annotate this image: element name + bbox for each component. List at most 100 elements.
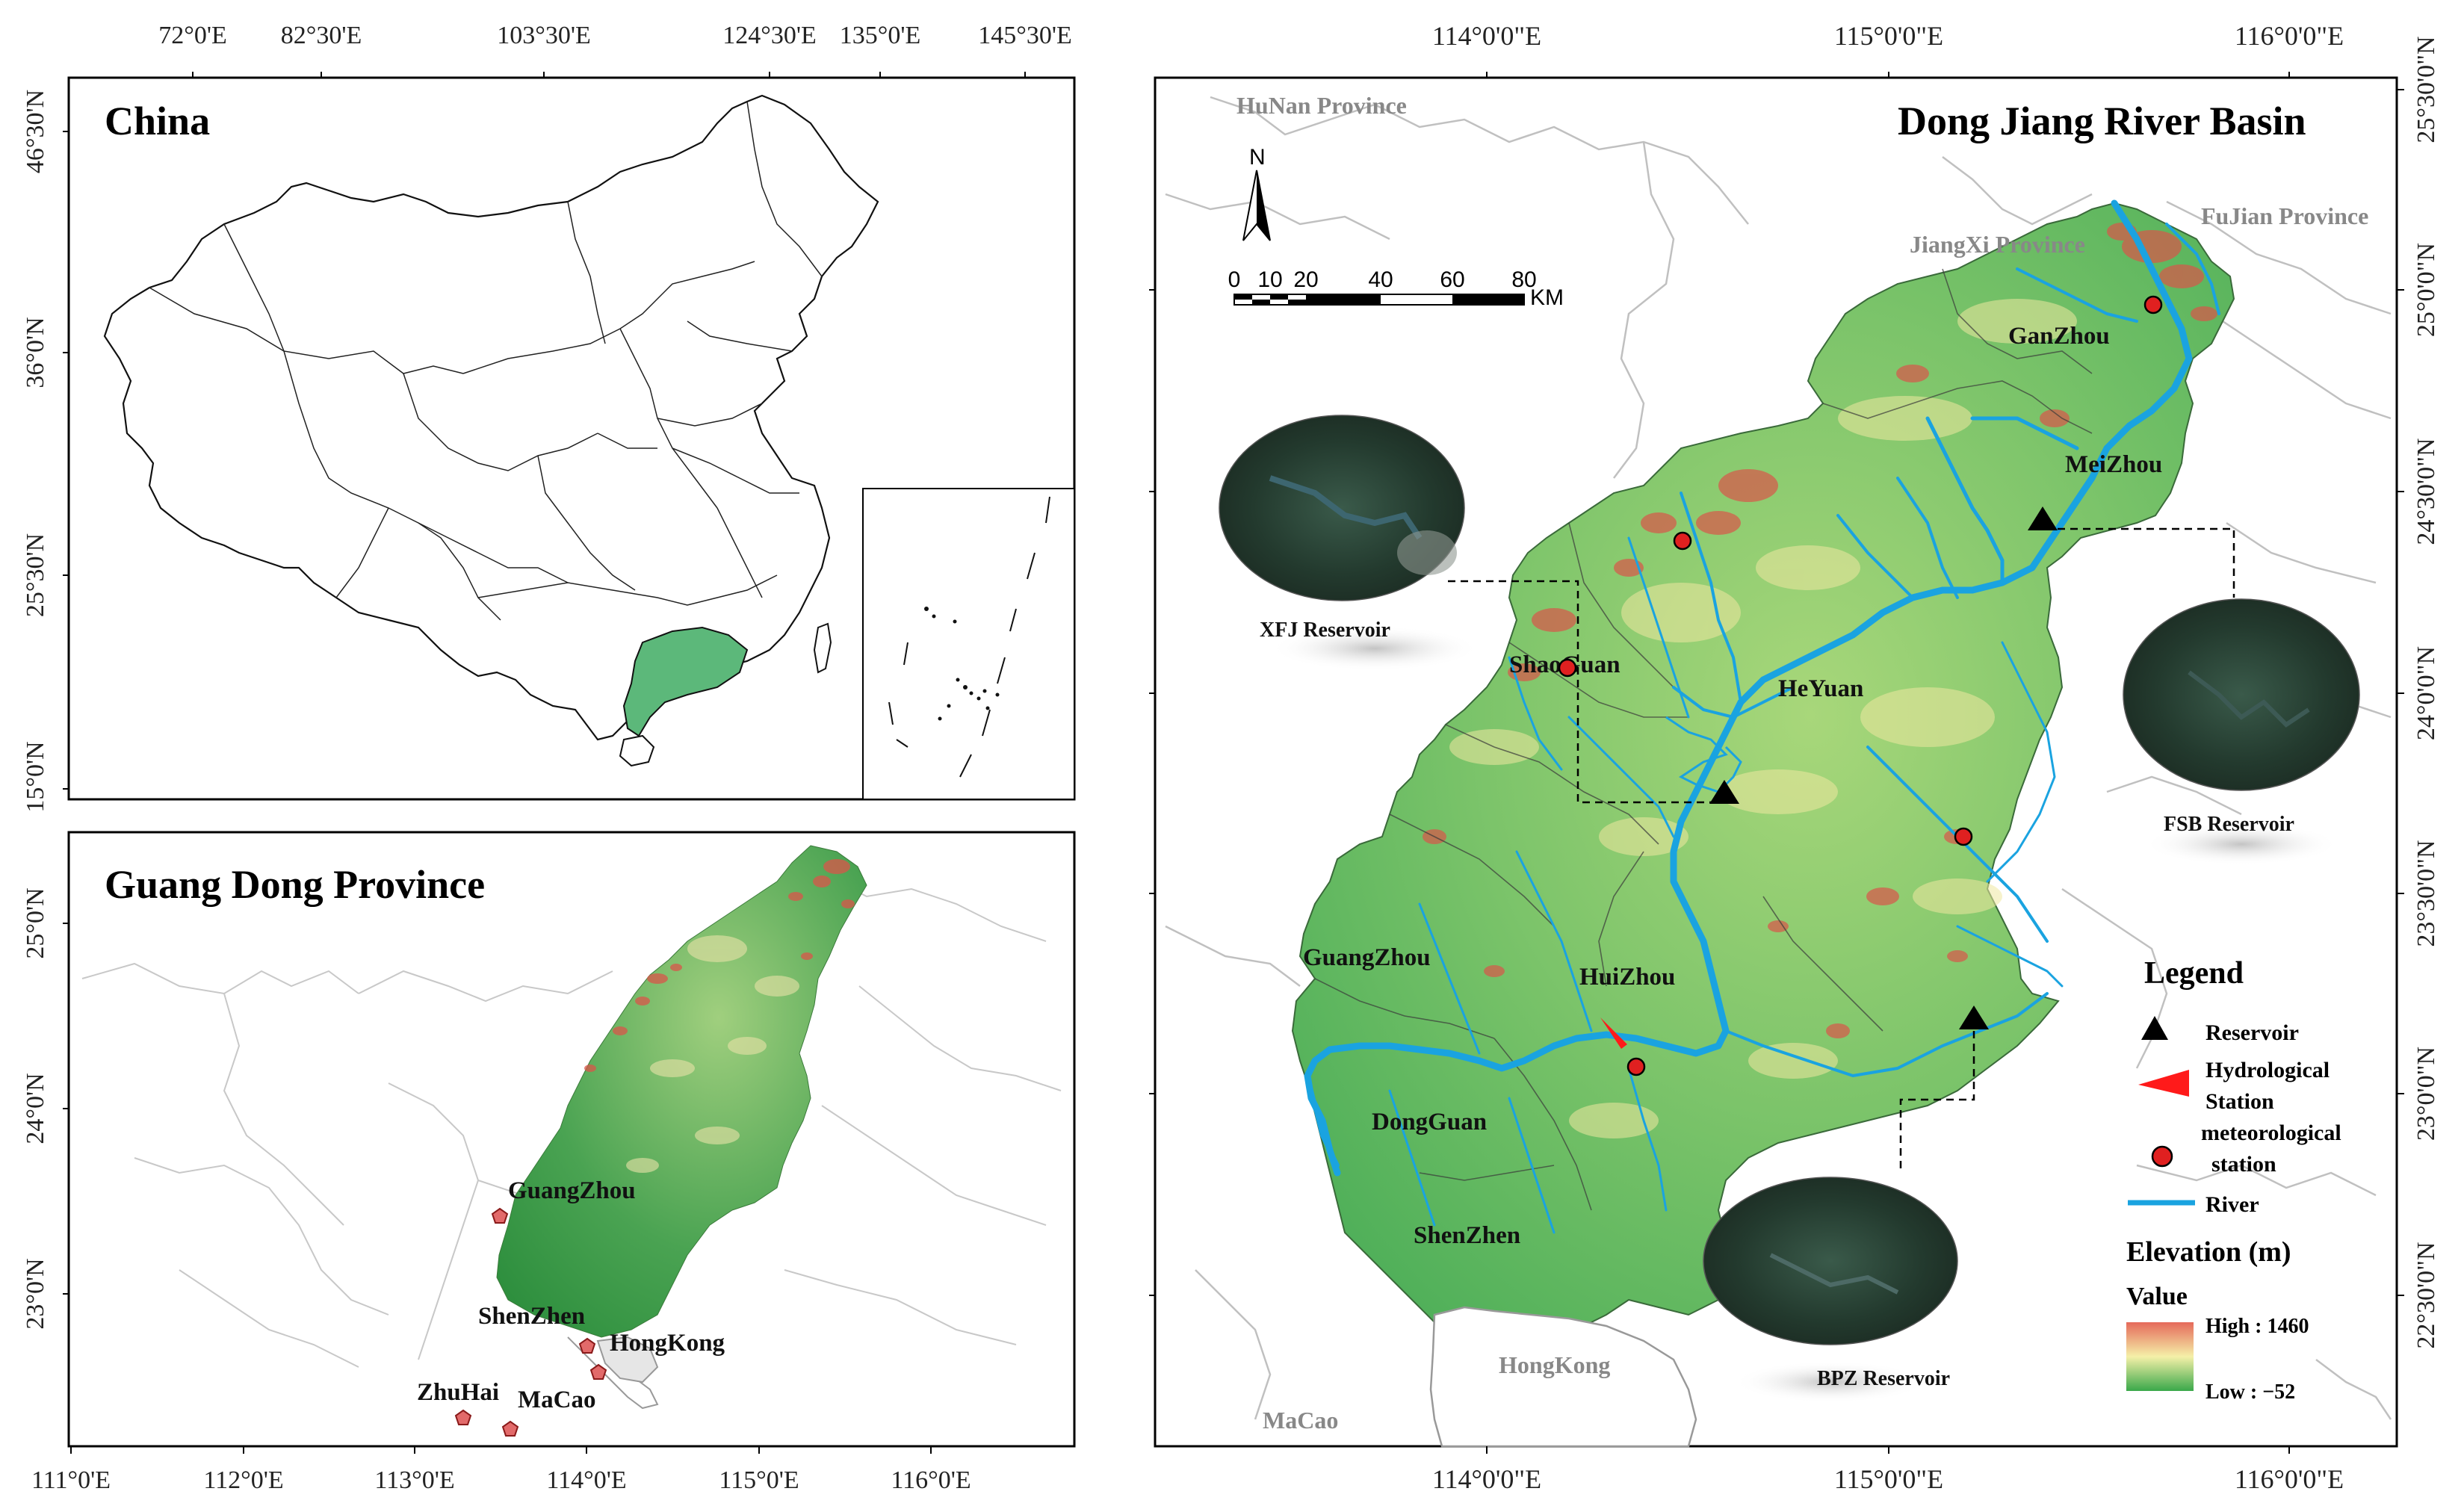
china-title: China: [105, 99, 210, 143]
china-left-tick: 46°30'N: [22, 90, 49, 173]
guangdong-title: Guang Dong Province: [105, 862, 485, 907]
gd-city-macao: MaCao: [518, 1386, 595, 1413]
bpz-satellite-image: [1703, 1177, 1958, 1403]
city-huizhou: HuiZhou: [1579, 964, 1675, 991]
basin-hongkong-outline: [1429, 1306, 1697, 1448]
china-top-tick: 72°0'E: [158, 22, 227, 49]
scale-label: 40: [1368, 267, 1393, 292]
gd-basin-highlands: [584, 859, 855, 1072]
gd-city-markers: [454, 1207, 607, 1437]
basin-right-tick: 24°0'0"N: [2412, 646, 2440, 740]
legend-river: River: [2205, 1192, 2259, 1217]
basin-right-tick: 22°30'0"N: [2412, 1242, 2440, 1348]
scale-label: 60: [1440, 267, 1464, 292]
basin-internal-lines: [1314, 268, 2093, 1211]
legend-meteo-line1: meteorological: [2201, 1121, 2341, 1145]
china-panel: China 72°0'E 82°30'E 103°30'E 124°30'E 1…: [22, 22, 1076, 813]
fsb-satellite-image: [2123, 598, 2360, 865]
hongkong-outline: [596, 1336, 659, 1383]
legend-hydro-line1: Hydrological: [2205, 1058, 2330, 1082]
gd-left-tick: 25°0'N: [22, 887, 49, 958]
meteo-station-marker: [1558, 658, 1577, 678]
north-arrow-label: N: [1249, 145, 1266, 170]
meteo-station-marker: [1626, 1057, 1646, 1076]
basin-right-tick: 23°30'0"N: [2412, 840, 2440, 946]
basin-highlands: [1423, 223, 2217, 1038]
gd-left-tick: 23°0'N: [22, 1258, 49, 1329]
basin-label-hongkong: HongKong: [1499, 1351, 1610, 1378]
legend-meteo-line2: station: [2211, 1152, 2276, 1177]
basin-panel: Dong Jiang River Basin: [1149, 21, 2440, 1494]
china-top-tick: 82°30'E: [281, 22, 362, 49]
meteo-stations: [1558, 295, 2163, 1076]
bpz-reservoir-label: BPZ Reservoir: [1817, 1367, 1950, 1390]
gd-left-tick: 24°0'N: [22, 1073, 49, 1144]
reservoir-connectors: [1448, 527, 2235, 1173]
city-ganzhou: GanZhou: [2008, 323, 2110, 350]
basin-top-tick: 116°0'0"E: [2235, 21, 2344, 51]
legend-low: Low : −52: [2205, 1381, 2295, 1404]
scale-label: 80: [1511, 267, 1536, 292]
china-left-tick: 15°0'N: [22, 741, 49, 812]
china-top-tick: 145°30'E: [978, 22, 1072, 49]
china-top-tick: 103°30'E: [497, 22, 591, 49]
meteo-station-marker: [1954, 827, 1973, 846]
legend-meteo-icon: [2151, 1145, 2173, 1168]
city-dongguan: DongGuan: [1372, 1109, 1487, 1135]
north-arrow: N: [1242, 145, 1271, 241]
reservoir-markers: [1709, 506, 2058, 1029]
reservoir-marker: [1959, 1006, 1989, 1029]
south-china-sea-inset: [862, 488, 1075, 800]
gd-bottom-tick: 114°0'E: [546, 1466, 626, 1494]
province-jiangxi: JiangXi Province: [1910, 231, 2085, 258]
legend-hydro-line2: Station: [2205, 1089, 2274, 1114]
gd-city-shenzhen: ShenZhen: [478, 1303, 585, 1330]
basin-title: Dong Jiang River Basin: [1898, 99, 2306, 143]
basin-top-tick: 115°0'0"E: [1834, 21, 1943, 51]
gd-city-hongkong: HongKong: [610, 1330, 725, 1357]
gd-city-zhuhai: ZhuHai: [417, 1379, 499, 1406]
china-province-lines: [149, 101, 823, 621]
scale-bar: 0 10 20 40 60 80 KM: [1228, 267, 1564, 310]
basin-right-tick: 25°30'0"N: [2412, 36, 2440, 143]
legend-hydro-icon: [2138, 1070, 2189, 1097]
legend-elevation-ramp: [2126, 1322, 2194, 1391]
city-meizhou: MeiZhou: [2065, 451, 2162, 478]
guangdong-highlight: [622, 626, 749, 737]
meteo-station-marker: [2143, 295, 2163, 314]
fsb-reservoir-label: FSB Reservoir: [2164, 813, 2294, 836]
reservoir-marker: [2028, 506, 2058, 530]
china-left-tick: 36°0'N: [22, 317, 49, 388]
inset-dashed-boundary: [888, 496, 1050, 778]
legend-reservoir-icon: [2141, 1016, 2168, 1040]
gd-city-guangzhou: GuangZhou: [508, 1177, 636, 1204]
basin-top-tick: 114°0'0"E: [1432, 21, 1541, 51]
gd-bottom-tick: 115°0'E: [719, 1466, 799, 1494]
legend: Legend Reservoir Hydrological Station me…: [2126, 956, 2341, 1404]
basin-admin-lines: [1165, 96, 2392, 1420]
hydro-station-marker: [1600, 1017, 1627, 1049]
china-top-tick: 135°0'E: [840, 22, 921, 49]
china-top-tick: 124°30'E: [722, 22, 817, 49]
scale-label: 10: [1257, 267, 1282, 292]
taiwan-island: [813, 622, 832, 674]
reservoir-marker: [1709, 780, 1739, 804]
legend-elevation-title: Elevation (m): [2126, 1236, 2291, 1268]
basin-bottom-tick: 115°0'0"E: [1834, 1464, 1943, 1494]
basin-right-tick: 23°0'0"N: [2412, 1047, 2440, 1141]
basin-right-tick: 25°0'0"N: [2412, 243, 2440, 337]
city-shenzhen: ShenZhen: [1414, 1222, 1520, 1249]
china-outline: [103, 94, 879, 741]
gd-bottom-tick: 111°0'E: [31, 1466, 111, 1494]
guangdong-panel: Guang Dong Province: [22, 831, 1076, 1494]
scale-label: 0: [1228, 267, 1241, 292]
basin-bottom-tick: 114°0'0"E: [1432, 1464, 1541, 1494]
basin-right-tick: 24°30'0"N: [2412, 438, 2440, 545]
meteo-station-marker: [1673, 531, 1692, 551]
scale-label: 20: [1293, 267, 1318, 292]
gd-basin-midlands: [626, 935, 799, 1173]
xfj-reservoir-label: XFJ Reservoir: [1260, 619, 1390, 642]
province-hunan: HuNan Province: [1236, 92, 1407, 119]
basin-label-macao: MaCao: [1263, 1407, 1338, 1434]
gd-bottom-tick: 116°0'E: [891, 1466, 971, 1494]
